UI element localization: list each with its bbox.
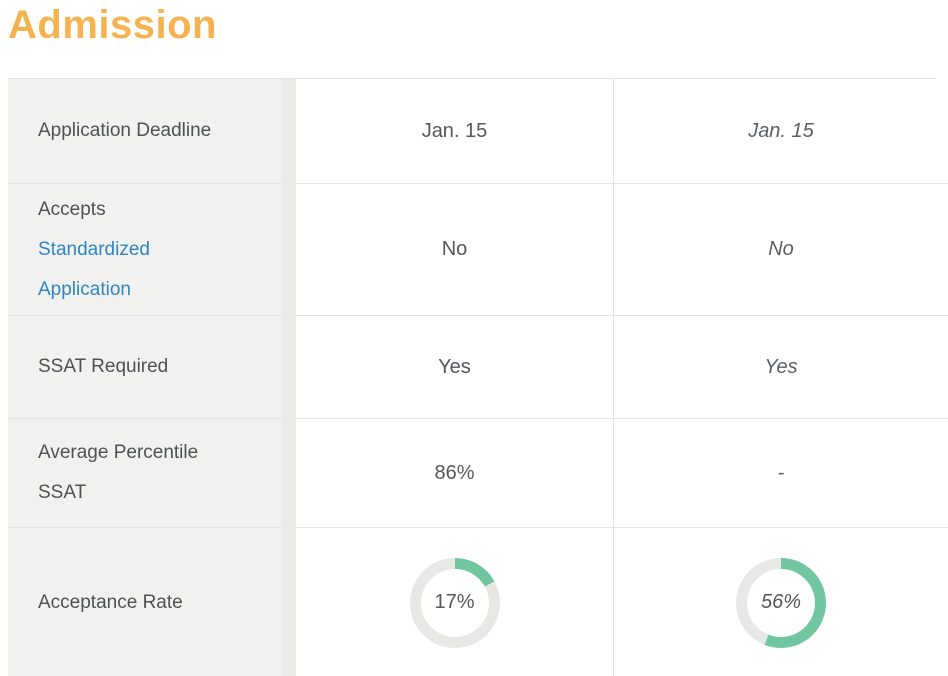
row-label-text: Application Deadline [38,120,212,141]
row-label-ssat-required: SSAT Required [8,316,281,419]
value-ssat-required-school2: Yes [613,316,948,419]
donut-inner-circle: 56% [747,568,815,637]
row-label-acceptance-rate: Acceptance Rate [8,528,281,676]
row-label-text: Accepts Standardized Application [38,190,233,310]
value-accepts-standardized-school1: No [296,184,613,316]
value-accepts-standardized-school2: No [613,184,948,316]
value-average-percentile-school2: - [613,419,948,528]
value-acceptance-rate-school2: 56% [613,528,948,676]
admission-comparison-table: Application Deadline Jan. 15 Jan. 15 Acc… [8,79,948,676]
row-label-text: Average Percentile SSAT [38,442,199,503]
row-label-average-percentile-ssat: Average Percentile SSAT [8,419,281,528]
column-gutter [281,79,296,184]
row-label-plain-text: Accepts [38,198,106,220]
column-gutter [281,528,296,676]
donut-percentage-label: 56% [760,591,802,613]
table-top-border [8,78,936,79]
donut-inner-circle: 17% [420,568,489,637]
page-title: Admission [8,3,217,47]
donut-percentage-label: 17% [434,591,475,613]
value-ssat-required-school1: Yes [296,316,613,419]
row-label-accepts-standardized-application: Accepts Standardized Application [8,184,281,316]
value-average-percentile-school1: 86% [296,419,613,528]
value-application-deadline-school1: Jan. 15 [296,79,613,184]
row-label-text: SSAT Required [38,356,169,377]
acceptance-rate-donut-school2: 56% [736,557,826,648]
value-acceptance-rate-school1: 17% [296,528,613,676]
row-label-text: Acceptance Rate [38,591,183,613]
standardized-application-link[interactable]: Standardized Application [38,238,150,300]
column-gutter [281,316,296,419]
value-application-deadline-school2: Jan. 15 [613,79,948,184]
column-gutter [281,419,296,528]
acceptance-rate-donut-school1: 17% [409,557,500,648]
row-label-application-deadline: Application Deadline [8,79,281,184]
column-gutter [281,184,296,316]
